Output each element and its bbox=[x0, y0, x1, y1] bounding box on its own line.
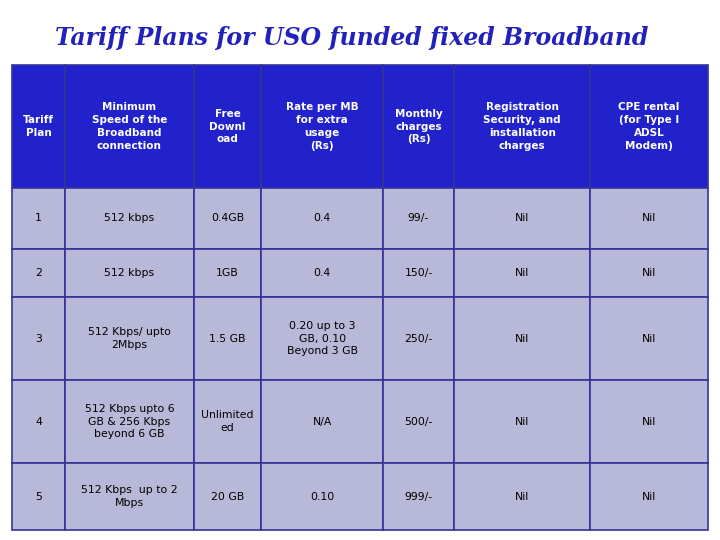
Bar bbox=[454, 463, 590, 530]
Bar bbox=[12, 380, 65, 463]
Text: 0.4: 0.4 bbox=[313, 213, 330, 224]
Bar bbox=[65, 380, 194, 463]
Text: 512 Kbps  up to 2
Mbps: 512 Kbps up to 2 Mbps bbox=[81, 485, 178, 508]
Bar bbox=[261, 65, 383, 188]
Text: 3: 3 bbox=[35, 334, 42, 343]
Bar bbox=[194, 65, 261, 188]
Text: 5: 5 bbox=[35, 491, 42, 502]
Bar bbox=[261, 463, 383, 530]
Bar bbox=[194, 248, 261, 297]
Bar bbox=[383, 463, 454, 530]
Bar bbox=[454, 65, 590, 188]
Bar bbox=[65, 463, 194, 530]
Text: Nil: Nil bbox=[642, 268, 656, 278]
Text: Nil: Nil bbox=[642, 491, 656, 502]
Bar bbox=[65, 65, 194, 188]
Bar bbox=[65, 188, 194, 248]
Bar bbox=[383, 248, 454, 297]
Bar bbox=[383, 297, 454, 380]
Text: 0.4: 0.4 bbox=[313, 268, 330, 278]
Text: 512 kbps: 512 kbps bbox=[104, 268, 154, 278]
Text: 512 kbps: 512 kbps bbox=[104, 213, 154, 224]
Bar bbox=[261, 380, 383, 463]
Bar bbox=[65, 248, 194, 297]
Bar bbox=[261, 188, 383, 248]
Bar bbox=[194, 188, 261, 248]
Bar bbox=[194, 380, 261, 463]
Bar bbox=[194, 297, 261, 380]
Text: Unlimited
ed: Unlimited ed bbox=[202, 410, 254, 433]
Text: 20 GB: 20 GB bbox=[211, 491, 244, 502]
Bar bbox=[454, 248, 590, 297]
Text: 1.5 GB: 1.5 GB bbox=[210, 334, 246, 343]
Text: CPE rental
(for Type I
ADSL
Modem): CPE rental (for Type I ADSL Modem) bbox=[618, 103, 680, 151]
Text: Monthly
charges
(Rs): Monthly charges (Rs) bbox=[395, 109, 442, 144]
Text: 1: 1 bbox=[35, 213, 42, 224]
Text: 1GB: 1GB bbox=[216, 268, 239, 278]
Text: Tariff
Plan: Tariff Plan bbox=[23, 115, 54, 138]
Text: 4: 4 bbox=[35, 417, 42, 427]
Text: 2: 2 bbox=[35, 268, 42, 278]
Text: N/A: N/A bbox=[312, 417, 332, 427]
Text: Nil: Nil bbox=[515, 491, 529, 502]
Bar bbox=[261, 248, 383, 297]
Text: Minimum
Speed of the
Broadband
connection: Minimum Speed of the Broadband connectio… bbox=[91, 103, 167, 151]
Text: Nil: Nil bbox=[642, 213, 656, 224]
Text: 99/-: 99/- bbox=[408, 213, 429, 224]
Text: 512 Kbps upto 6
GB & 256 Kbps
beyond 6 GB: 512 Kbps upto 6 GB & 256 Kbps beyond 6 G… bbox=[84, 404, 174, 439]
Text: 0.20 up to 3
GB, 0.10
Beyond 3 GB: 0.20 up to 3 GB, 0.10 Beyond 3 GB bbox=[287, 321, 358, 356]
Bar bbox=[194, 463, 261, 530]
Bar bbox=[383, 65, 454, 188]
Bar bbox=[12, 463, 65, 530]
Text: Registration
Security, and
installation
charges: Registration Security, and installation … bbox=[483, 103, 561, 151]
Bar bbox=[454, 188, 590, 248]
Bar bbox=[454, 297, 590, 380]
Bar bbox=[590, 463, 708, 530]
Bar bbox=[590, 380, 708, 463]
Text: 0.4GB: 0.4GB bbox=[211, 213, 244, 224]
Bar bbox=[12, 248, 65, 297]
Bar bbox=[65, 297, 194, 380]
Bar bbox=[590, 65, 708, 188]
Text: 999/-: 999/- bbox=[405, 491, 433, 502]
Bar bbox=[383, 188, 454, 248]
Text: Nil: Nil bbox=[642, 417, 656, 427]
Bar bbox=[261, 297, 383, 380]
Text: Rate per MB
for extra
usage
(Rs): Rate per MB for extra usage (Rs) bbox=[286, 103, 359, 151]
Text: 0.10: 0.10 bbox=[310, 491, 334, 502]
Text: Tariff Plans for USO funded fixed Broadband: Tariff Plans for USO funded fixed Broadb… bbox=[55, 26, 649, 50]
Text: Nil: Nil bbox=[515, 334, 529, 343]
Text: Nil: Nil bbox=[515, 417, 529, 427]
Text: 500/-: 500/- bbox=[405, 417, 433, 427]
Text: Nil: Nil bbox=[642, 334, 656, 343]
Text: Nil: Nil bbox=[515, 268, 529, 278]
Text: 150/-: 150/- bbox=[405, 268, 433, 278]
Text: 512 Kbps/ upto
2Mbps: 512 Kbps/ upto 2Mbps bbox=[88, 327, 171, 350]
Bar bbox=[12, 297, 65, 380]
Text: 250/-: 250/- bbox=[405, 334, 433, 343]
Text: Free
Downl
oad: Free Downl oad bbox=[210, 109, 246, 144]
Bar bbox=[12, 188, 65, 248]
Bar bbox=[590, 297, 708, 380]
Bar bbox=[590, 188, 708, 248]
Bar bbox=[454, 380, 590, 463]
Bar bbox=[383, 380, 454, 463]
Bar bbox=[12, 65, 65, 188]
Text: Nil: Nil bbox=[515, 213, 529, 224]
Bar bbox=[590, 248, 708, 297]
